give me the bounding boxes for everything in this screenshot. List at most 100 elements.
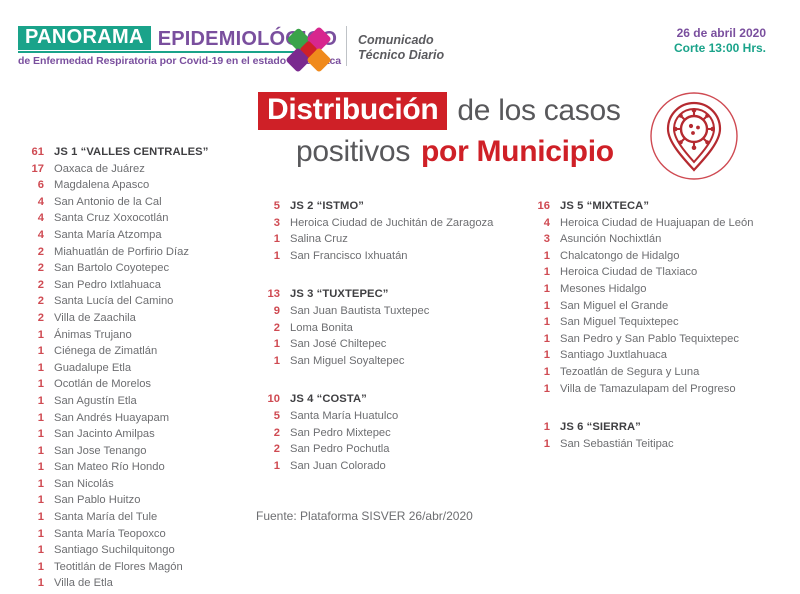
source-footer: Fuente: Plataforma SISVER 26/abr/2020: [256, 509, 473, 523]
page-title-plain-2: positivos: [296, 135, 411, 168]
municipality-count: 1: [37, 411, 44, 424]
jurisdiction-name: JS 3 “TUXTEPEC”: [290, 288, 389, 301]
municipality-row: 1 Teotitlán de Flores Magón: [24, 561, 264, 578]
municipality-count: 3: [543, 233, 550, 246]
municipality-count: 1: [37, 527, 44, 540]
municipality-row: 1 Santiago Juxtlahuaca: [532, 349, 794, 366]
municipality-name: Oaxaca de Juárez: [54, 162, 145, 175]
jurisdiction-name: JS 5 “MIXTECA”: [560, 200, 650, 212]
jurisdiction-name: JS 4 “COSTA”: [290, 393, 367, 406]
municipality-count: 1: [37, 461, 44, 474]
municipality-count: 2: [273, 426, 280, 439]
municipality-row: 1 San Miguel Soyaltepec: [262, 355, 532, 372]
jurisdiction-name: JS 6 “SIERRA”: [560, 421, 641, 434]
municipality-row: 1 San Jacinto Amilpas: [24, 428, 264, 445]
jurisdiction-header-row: 16 JS 5 “MIXTECA”: [532, 200, 794, 217]
municipality-name: Chalcatongo de Hidalgo: [560, 249, 680, 262]
municipality-count: 1: [543, 382, 550, 395]
jurisdiction-total-count: 5: [273, 200, 280, 212]
municipality-row: 1 Villa de Tamazulapam del Progreso: [532, 383, 794, 400]
municipality-name: Heroica Ciudad de Huajuapan de León: [560, 216, 754, 229]
municipality-name: San Antonio de la Cal: [54, 195, 162, 208]
virus-location-pin-icon: [648, 90, 740, 182]
municipality-name: San Juan Colorado: [290, 459, 386, 472]
municipality-count: 1: [37, 328, 44, 341]
municipality-row: 2 Villa de Zaachila: [24, 312, 264, 329]
municipality-count: 4: [543, 216, 550, 229]
municipality-row: 1 Santiago Suchilquitongo: [24, 544, 264, 561]
municipality-count: 4: [37, 228, 44, 241]
municipality-row: 1 San Andrés Huayapam: [24, 412, 264, 429]
municipality-name: Miahuatlán de Porfirio Díaz: [54, 245, 189, 258]
municipality-count: 6: [37, 179, 44, 192]
municipality-count: 17: [31, 162, 44, 175]
jurisdiction-total-count: 10: [267, 393, 280, 406]
municipality-count: 1: [273, 249, 280, 262]
page-title-highlight: Distribución: [258, 92, 448, 130]
jurisdiction-header-row: 1 JS 6 “SIERRA”: [532, 421, 794, 438]
municipality-count: 1: [37, 378, 44, 391]
municipality-name: Heroica Ciudad de Juchitán de Zaragoza: [290, 216, 494, 229]
municipality-row: 4 Santa María Atzompa: [24, 229, 264, 246]
municipality-row: 1 Guadalupe Etla: [24, 362, 264, 379]
report-cutoff-time: Corte 13:00 Hrs.: [673, 41, 766, 55]
municipality-count: 1: [37, 444, 44, 457]
municipality-name: San Miguel Soyaltepec: [290, 354, 405, 367]
municipality-row: 2 San Bartolo Coyotepec: [24, 262, 264, 279]
municipality-row: 1 Ánimas Trujano: [24, 329, 264, 346]
jurisdiction-group: 13 JS 3 “TUXTEPEC” 9 San Juan Bautista Tuxt…: [262, 288, 532, 371]
municipality-name: Santa María Atzompa: [54, 228, 162, 241]
jurisdiction-group: 5 JS 2 “ISTMO” 3 Heroica Ciudad de Juchitán…: [262, 200, 532, 266]
municipality-row: 1 San Jose Tenango: [24, 445, 264, 462]
comunicado-line-1: Comunicado: [358, 33, 434, 47]
municipality-row: 2 Miahuatlán de Porfirio Díaz: [24, 246, 264, 263]
municipality-row: 3 Heroica Ciudad de Juchitán de Zaragoza: [262, 217, 532, 234]
jurisdiction-group: 16 JS 5 “MIXTECA” 4 Heroica Ciudad de Huaju…: [532, 200, 794, 399]
municipality-name: San Agustín Etla: [54, 394, 137, 407]
municipality-count: 1: [273, 233, 280, 246]
jurisdiction-header-row: 61 JS 1 “VALLES CENTRALES”: [24, 146, 264, 163]
municipality-name: San Pedro Mixtepec: [290, 426, 391, 439]
municipality-count: 9: [273, 304, 280, 317]
municipality-name: San Juan Bautista Tuxtepec: [290, 304, 430, 317]
municipality-row: 1 San Miguel Tequixtepec: [532, 316, 794, 333]
page-title-row-2: positivos por Municipio: [296, 135, 614, 169]
municipality-count: 1: [37, 394, 44, 407]
municipality-row: 2 San Pedro Ixtlahuaca: [24, 279, 264, 296]
municipality-row: 1 Villa de Etla: [24, 577, 264, 594]
municipality-count: 5: [273, 409, 280, 422]
municipality-count: 1: [543, 332, 550, 345]
jurisdiction-group: 61 JS 1 “VALLES CENTRALES” 17 Oaxaca de Juá…: [24, 146, 264, 594]
municipality-name: San Sebastián Teitipac: [560, 437, 674, 450]
municipality-count: 1: [37, 361, 44, 374]
municipality-name: Loma Bonita: [290, 321, 353, 334]
municipality-count: 3: [273, 216, 280, 229]
municipality-count: 4: [37, 212, 44, 225]
municipality-name: San José Chiltepec: [290, 338, 387, 351]
municipality-row: 1 San Agustín Etla: [24, 395, 264, 412]
report-date: 26 de abril 2020: [676, 26, 766, 40]
municipality-name: San Mateo Río Hondo: [54, 461, 165, 474]
municipality-name: Santa Cruz Xoxocotlán: [54, 212, 169, 225]
municipality-name: Santa María Teopoxco: [54, 527, 166, 540]
municipality-name: San Pablo Huitzo: [54, 494, 141, 507]
municipality-row: 17 Oaxaca de Juárez: [24, 163, 264, 180]
municipality-row: 1 Santa María del Tule: [24, 511, 264, 528]
municipality-row: 1 Tezoatlán de Segura y Luna: [532, 366, 794, 383]
municipality-name: San Pedro Pochutla: [290, 443, 390, 456]
municipality-row: 1 Ciénega de Zimatlán: [24, 345, 264, 362]
municipality-count: 2: [37, 311, 44, 324]
header-divider: [346, 26, 347, 66]
municipality-count: 1: [37, 544, 44, 557]
municipality-row: 3 Asunción Nochixtlán: [532, 233, 794, 250]
municipality-count: 2: [273, 443, 280, 456]
jurisdiction-total-count: 1: [543, 421, 550, 434]
jurisdiction-header-row: 13 JS 3 “TUXTEPEC”: [262, 288, 532, 305]
municipality-name: Santa María Huatulco: [290, 409, 399, 422]
municipality-name: San Jose Tenango: [54, 444, 147, 457]
page-title-row-1: Distribución de los casos: [258, 92, 621, 130]
municipality-count: 2: [37, 295, 44, 308]
municipality-count: 1: [543, 249, 550, 262]
municipality-row: 4 San Antonio de la Cal: [24, 196, 264, 213]
jurisdiction-group: 10 JS 4 “COSTA” 5 Santa María Huatulco 2 San …: [262, 393, 532, 476]
